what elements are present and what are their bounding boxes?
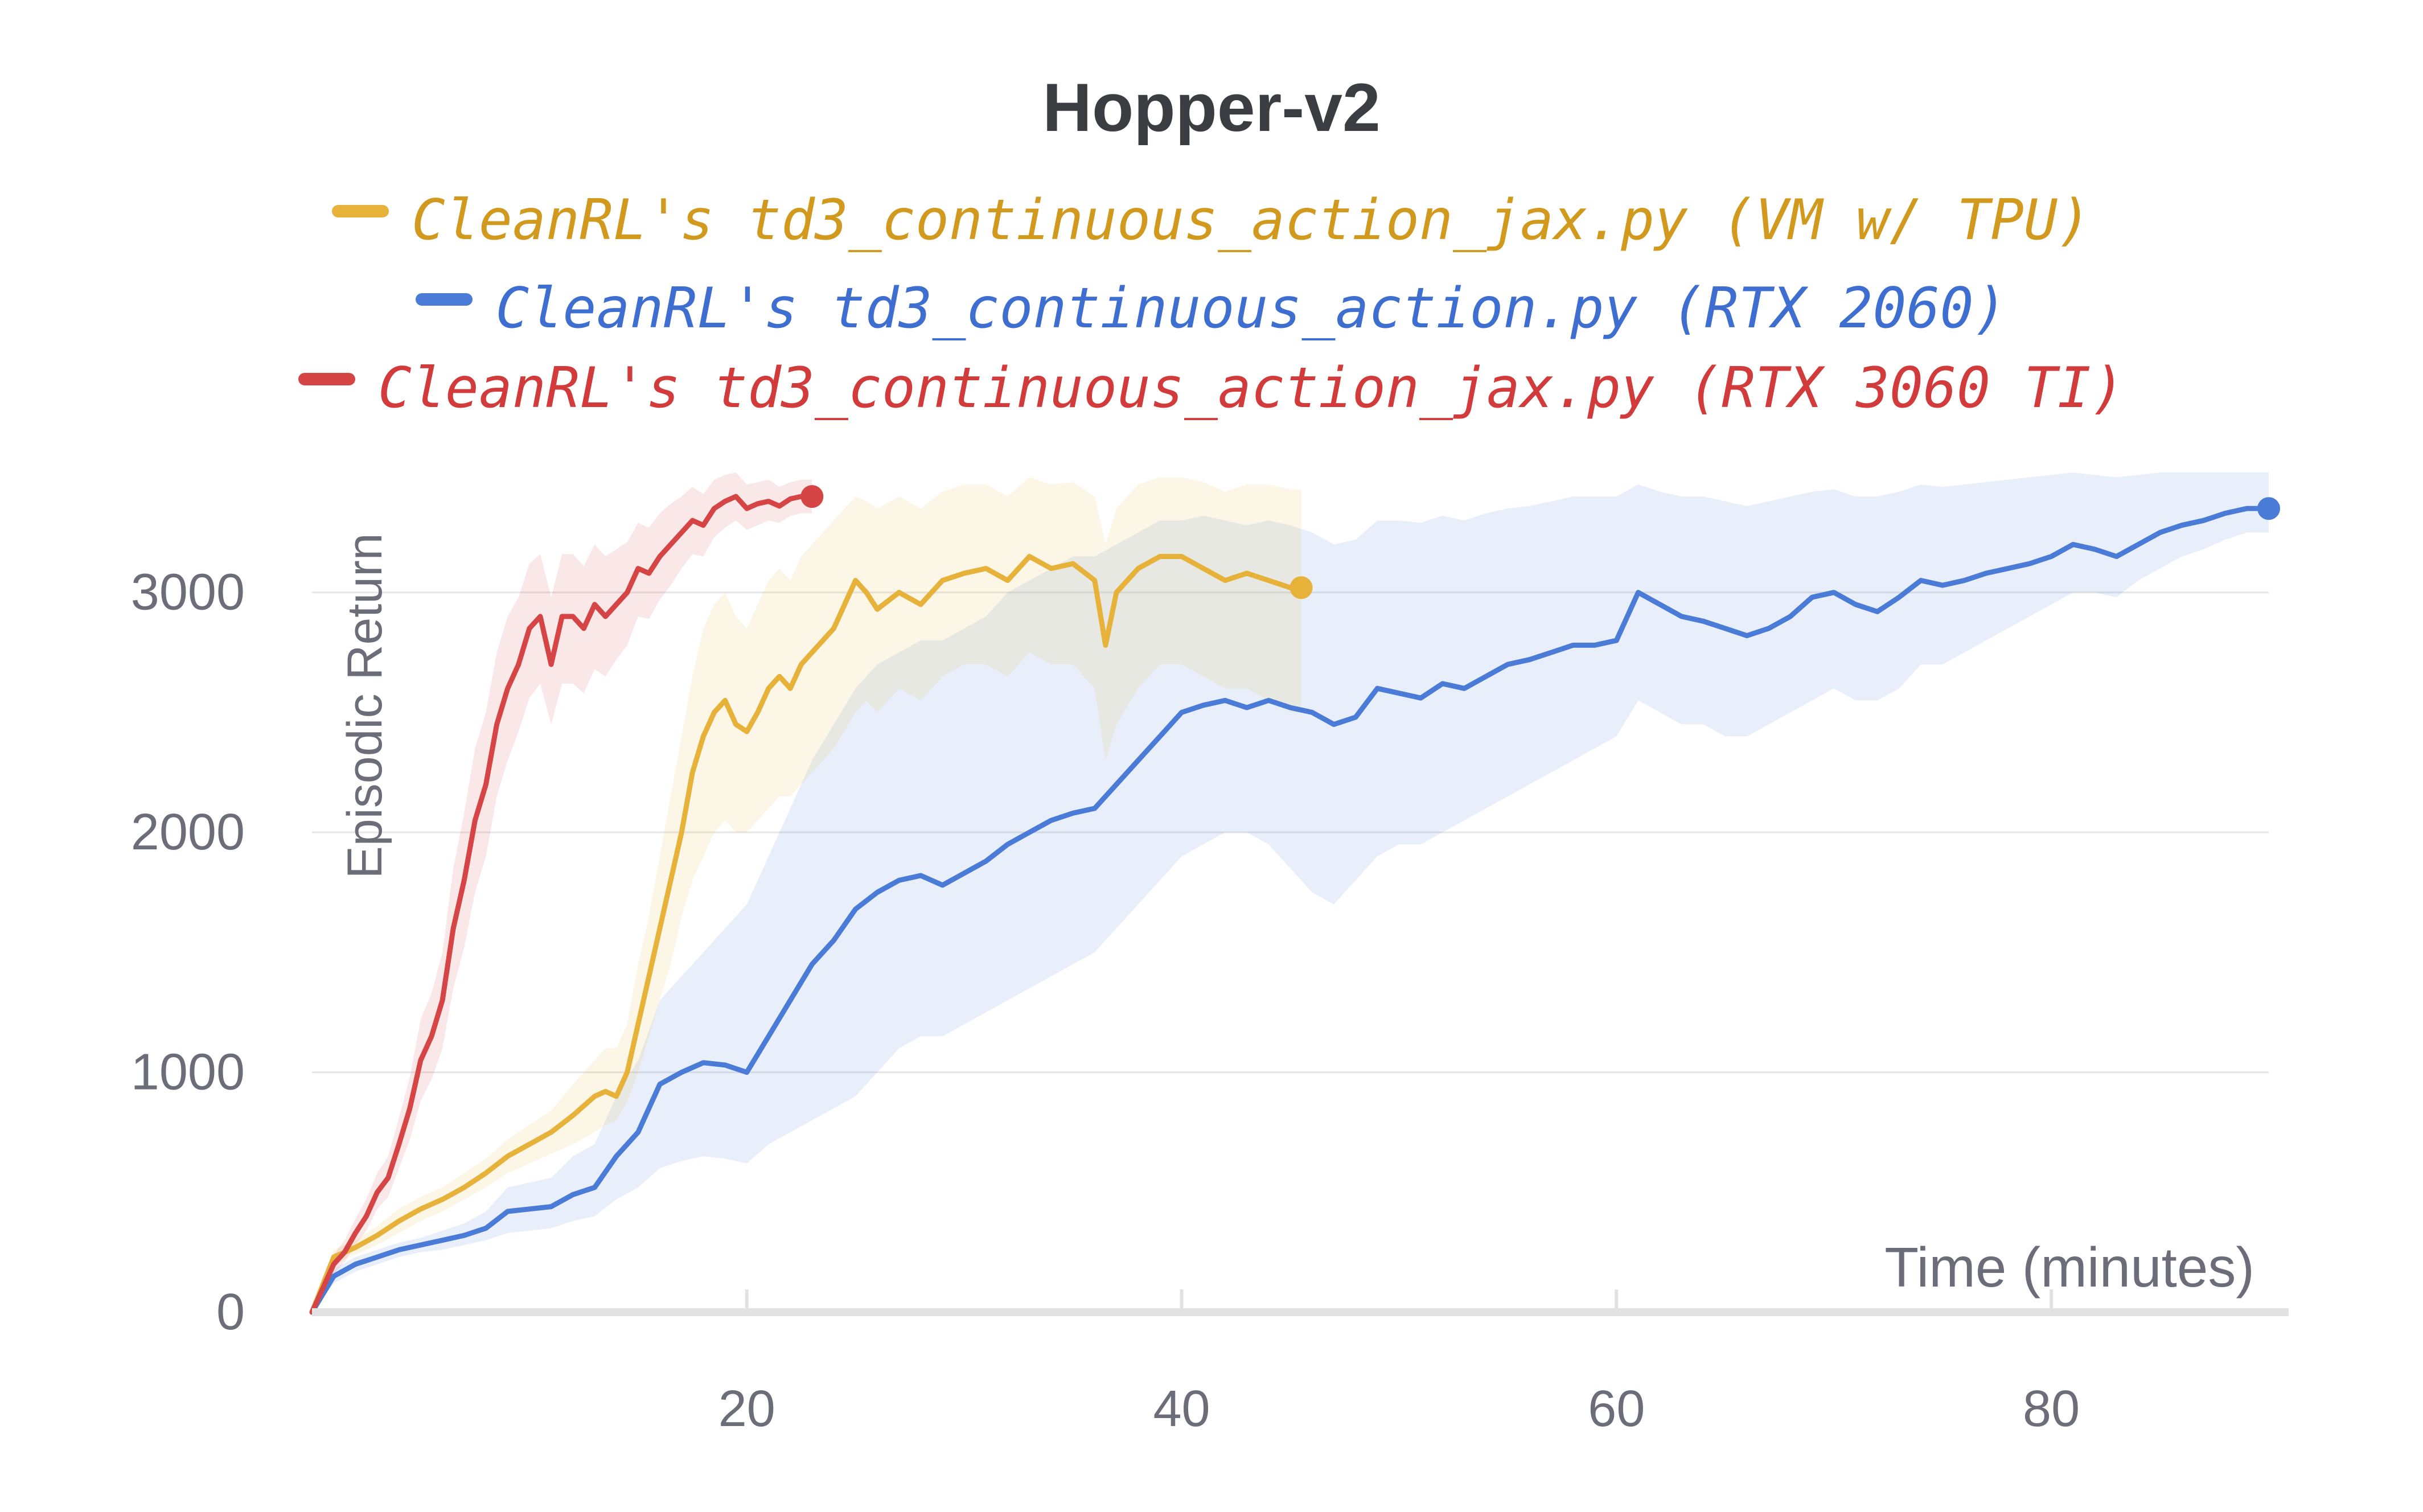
- legend-label-tpu: CleanRL's td3_continuous_action_jax.py (…: [411, 188, 2092, 253]
- band-tpu: [312, 477, 1301, 1312]
- x-axis-label: Time (minutes): [1884, 1236, 2254, 1299]
- legend-swatch-rtx2060: [416, 293, 473, 306]
- endpoint-rtx2060[interactable]: [2257, 497, 2280, 520]
- legend-item-rtx3060ti[interactable]: CleanRL's td3_continuous_action_jax.py (…: [0, 356, 2423, 421]
- axes: 0 1000 2000 3000 20 40 60 80: [131, 564, 2289, 1437]
- legend-item-rtx2060[interactable]: CleanRL's td3_continuous_action.py (RTX …: [0, 276, 2423, 341]
- band-rtx3060ti: [312, 472, 812, 1312]
- legend-item-tpu[interactable]: CleanRL's td3_continuous_action_jax.py (…: [0, 188, 2423, 253]
- legend-label-rtx3060ti: CleanRL's td3_continuous_action_jax.py (…: [377, 356, 2125, 421]
- legend-swatch-rtx3060ti: [298, 373, 355, 386]
- legend-swatch-tpu: [331, 205, 389, 218]
- y-tick-label-1000: 1000: [131, 1044, 245, 1101]
- series-lines: [309, 485, 2280, 1315]
- x-tick-label-80: 80: [2023, 1380, 2080, 1437]
- legend-label-rtx2060: CleanRL's td3_continuous_action.py (RTX …: [495, 276, 2007, 341]
- x-tick-label-60: 60: [1588, 1380, 1645, 1437]
- band-rtx2060: [312, 472, 2269, 1312]
- line-tpu[interactable]: [309, 554, 1304, 1315]
- confidence-bands: [312, 472, 2269, 1312]
- line-rtx2060[interactable]: [309, 506, 2272, 1315]
- endpoint-tpu[interactable]: [1289, 576, 1313, 599]
- y-tick-label-0: 0: [216, 1284, 245, 1341]
- line-rtx3060ti[interactable]: [309, 494, 815, 1315]
- x-tick-label-20: 20: [718, 1380, 775, 1437]
- chart-title: Hopper-v2: [1042, 69, 1381, 146]
- endpoint-rtx3060ti[interactable]: [800, 485, 824, 508]
- y-tick-label-2000: 2000: [131, 804, 245, 861]
- x-tick-label-40: 40: [1153, 1380, 1210, 1437]
- y-tick-label-3000: 3000: [131, 564, 245, 621]
- grid-lines: [312, 591, 2269, 1074]
- y-axis-label: Episodic Return: [338, 533, 392, 878]
